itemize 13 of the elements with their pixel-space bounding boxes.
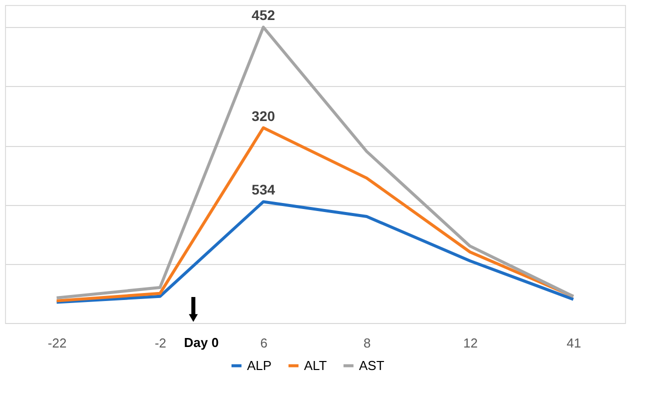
- x-tick-label: 6: [260, 336, 268, 350]
- annotation: 534: [252, 182, 276, 198]
- legend-label: ALT: [304, 358, 327, 373]
- annotation: 320: [252, 108, 276, 124]
- x-tick-label: 8: [364, 336, 371, 350]
- x-tick-label: 12: [463, 336, 478, 350]
- x-tick-label: -2: [154, 336, 166, 350]
- legend-label: ALP: [247, 358, 272, 373]
- x-tick-label: -22: [48, 336, 67, 350]
- annotation: 452: [252, 7, 276, 24]
- x-tick-label: 41: [566, 336, 582, 350]
- text: Day 0: [184, 335, 219, 350]
- legend-label: AST: [359, 358, 384, 373]
